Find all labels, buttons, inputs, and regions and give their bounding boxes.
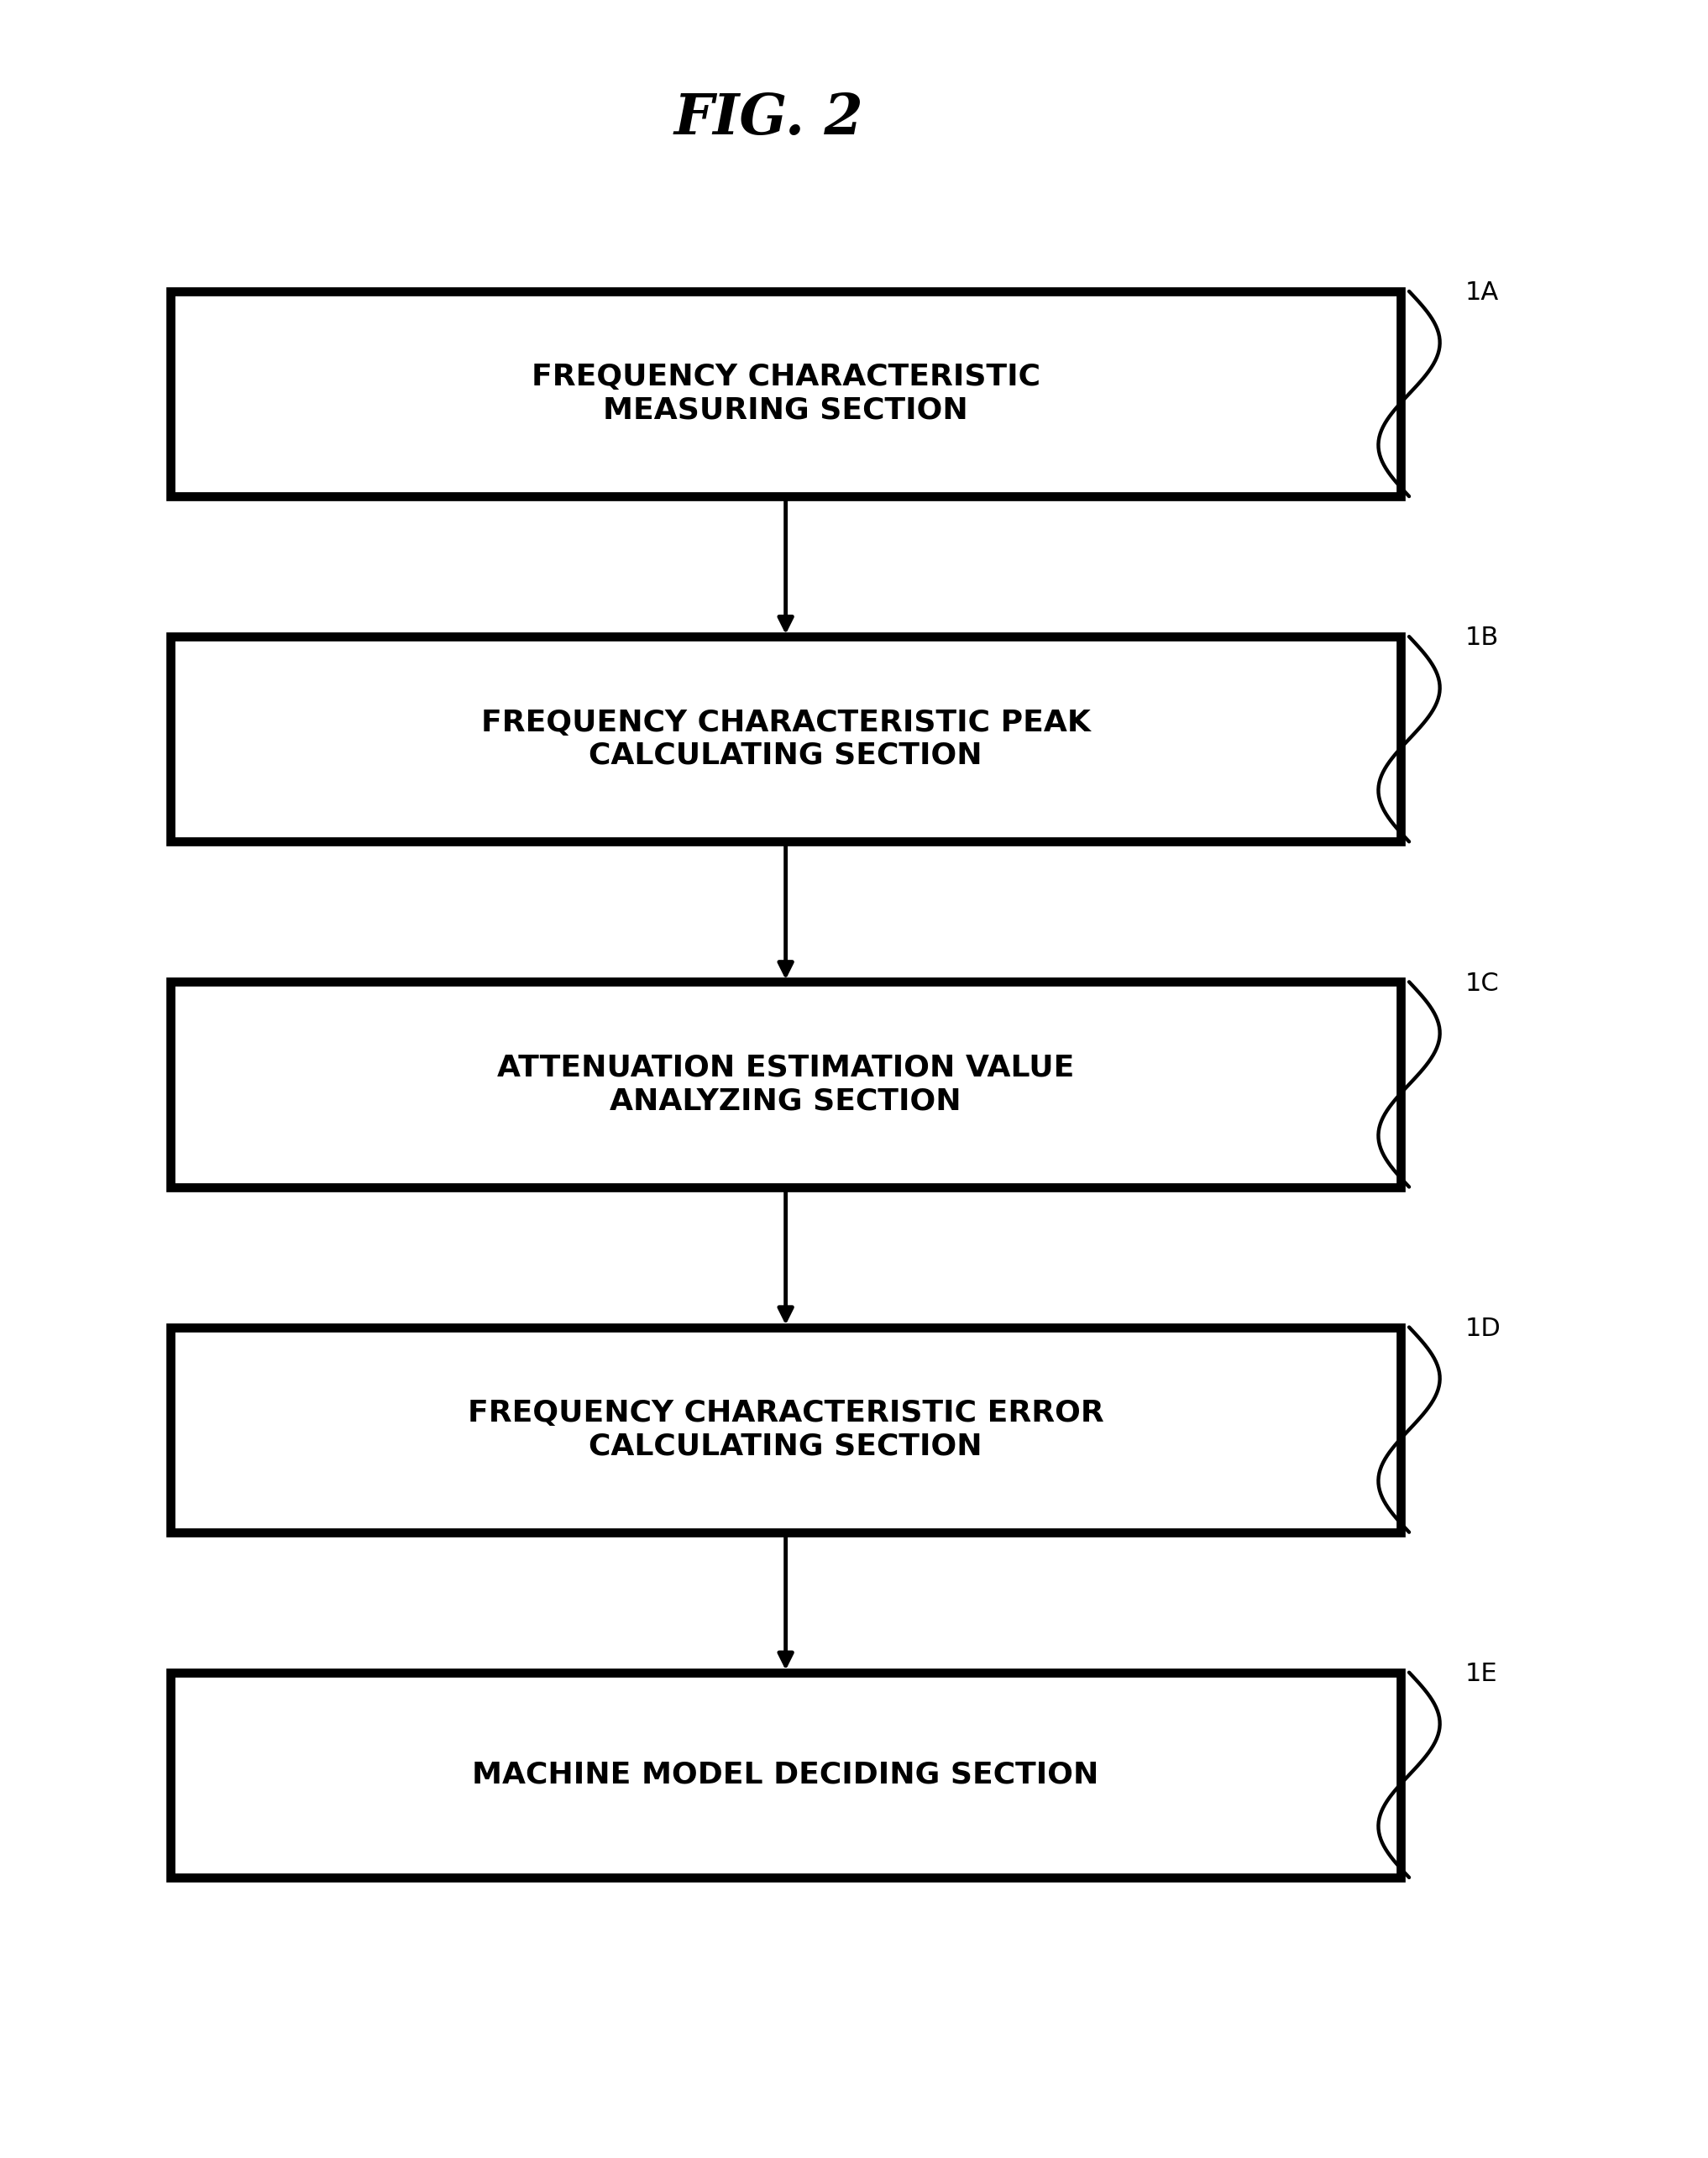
Text: FREQUENCY CHARACTERISTIC
MEASURING SECTION: FREQUENCY CHARACTERISTIC MEASURING SECTI… (531, 363, 1040, 425)
Bar (171, 637, 1401, 842)
Text: 1B: 1B (1465, 626, 1500, 650)
Bar (171, 1327, 1401, 1532)
Text: FREQUENCY CHARACTERISTIC ERROR
CALCULATING SECTION: FREQUENCY CHARACTERISTIC ERROR CALCULATI… (468, 1398, 1103, 1461)
Text: 1D: 1D (1465, 1316, 1501, 1340)
Bar (171, 982, 1401, 1187)
Bar (171, 1672, 1401, 1877)
Text: 1C: 1C (1465, 971, 1500, 995)
Text: ATTENUATION ESTIMATION VALUE
ANALYZING SECTION: ATTENUATION ESTIMATION VALUE ANALYZING S… (497, 1053, 1074, 1116)
Text: MACHINE MODEL DECIDING SECTION: MACHINE MODEL DECIDING SECTION (473, 1761, 1098, 1789)
Text: 1E: 1E (1465, 1662, 1498, 1685)
Bar (171, 291, 1401, 496)
Text: 1A: 1A (1465, 281, 1500, 304)
Text: FREQUENCY CHARACTERISTIC PEAK
CALCULATING SECTION: FREQUENCY CHARACTERISTIC PEAK CALCULATIN… (482, 708, 1090, 770)
Text: FIG. 2: FIG. 2 (675, 91, 863, 147)
